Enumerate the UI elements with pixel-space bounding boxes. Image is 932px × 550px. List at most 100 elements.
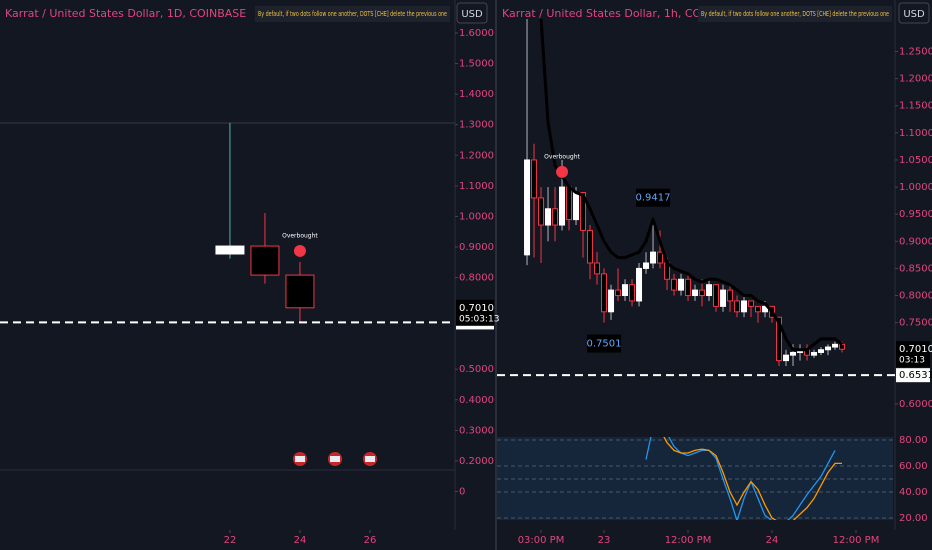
- candle-body: [755, 305, 762, 313]
- candle-body: [215, 245, 245, 255]
- candle-body: [741, 300, 748, 313]
- osc-line: [663, 437, 843, 520]
- event-icons: [293, 452, 377, 466]
- currency-label: USD: [461, 9, 483, 20]
- osc-tick-label: 60.00: [899, 461, 928, 472]
- y-tick-label: 0.3000: [459, 425, 494, 436]
- y-tick-label: 1.6000: [459, 28, 494, 39]
- candle-body: [818, 349, 825, 353]
- candle-body: [601, 273, 608, 313]
- candle-body: [650, 251, 657, 264]
- plot: [215, 122, 315, 322]
- candle-body: [825, 346, 832, 351]
- candle-body: [713, 284, 720, 307]
- y-tick-label: 0.4000: [459, 395, 494, 406]
- signal-dot: [556, 165, 569, 178]
- y-tick-label: 0.7500: [899, 318, 932, 329]
- y-tick-label: 0.9500: [899, 209, 932, 220]
- y-tick-label: 1.1500: [899, 101, 932, 112]
- y-tick-label: 1.0000: [459, 211, 494, 222]
- candle-body: [587, 229, 594, 264]
- candle-body: [580, 191, 587, 231]
- candle-body: [594, 262, 601, 275]
- candle-body: [250, 245, 280, 276]
- oscillator: [645, 437, 843, 520]
- osc-line: [645, 437, 836, 520]
- y-tick-label: 0.9000: [899, 236, 932, 247]
- candle-body: [734, 300, 741, 313]
- candle-body: [643, 262, 650, 269]
- candle-body: [608, 289, 615, 313]
- y-tick-label: 1.1000: [459, 181, 494, 192]
- note-box: [698, 6, 892, 22]
- candle-body: [832, 343, 839, 348]
- chart-title: Karrat / United States Dollar, 1h, COINB…: [502, 7, 742, 20]
- y-tick-label: 0.5000: [459, 364, 494, 375]
- y-tick-label: 0: [459, 486, 465, 497]
- last-price-tag: [456, 299, 494, 326]
- signal-dot: [293, 244, 306, 257]
- y-tick-label: 0.6000: [899, 399, 932, 410]
- indicator-note: By default, if two dots follow one anoth…: [258, 10, 447, 18]
- currency-button: [898, 2, 930, 24]
- candle-body: [545, 208, 552, 226]
- candle-body: [538, 197, 545, 226]
- flag-icon: [365, 456, 375, 462]
- callout-box: [587, 334, 622, 353]
- x-tick-label: 24: [766, 535, 779, 546]
- callout-box: [636, 188, 671, 207]
- plot: [524, 18, 846, 367]
- x-tick-label: 24: [294, 535, 307, 546]
- y-tick-label: 1.4000: [459, 89, 494, 100]
- candle-body: [811, 351, 818, 356]
- x-tick-label: 12:00 PM: [833, 535, 880, 546]
- candle-body: [762, 305, 769, 313]
- candle-body: [685, 278, 692, 297]
- candle-body: [776, 316, 783, 362]
- candle-body: [622, 284, 629, 297]
- candle-body: [727, 289, 734, 302]
- candle-body: [748, 300, 755, 307]
- candle-body: [706, 284, 713, 297]
- candle-body: [629, 284, 636, 302]
- candle-body: [699, 289, 706, 297]
- callout-label: 0.9417: [636, 193, 671, 204]
- x-tick-label: 03:00 PM: [518, 535, 565, 546]
- callout-label: 0.7501: [587, 339, 622, 350]
- y-tick-label: 0.8000: [899, 291, 932, 302]
- candle-body: [531, 159, 538, 199]
- flag-icon: [295, 456, 305, 462]
- y-tick-label: 1.2000: [899, 74, 932, 85]
- countdown: 05:03:13: [459, 314, 499, 324]
- candle-body: [692, 289, 699, 297]
- y-tick-label: 0.8000: [459, 273, 494, 284]
- candle-body: [678, 278, 685, 291]
- level-tag: [896, 368, 930, 383]
- candle-body: [839, 343, 846, 350]
- candle-body: [573, 191, 580, 221]
- flag-icon: [330, 456, 340, 462]
- candle-body: [671, 278, 678, 291]
- y-tick-label: 1.2000: [459, 150, 494, 161]
- last-price-label: 0.7010: [899, 344, 932, 355]
- last-price-label: 0.7010: [459, 303, 494, 314]
- note-box: [255, 6, 450, 22]
- candle-body: [552, 208, 559, 226]
- y-tick-label: 0.8500: [899, 263, 932, 274]
- y-tick-label: 1.3000: [459, 120, 494, 131]
- candle-body: [783, 354, 790, 362]
- countdown: 03:13: [899, 356, 925, 366]
- signal-label: Overbought: [282, 232, 318, 239]
- indicator-note: By default, if two dots follow one anoth…: [701, 10, 889, 18]
- candle-body: [657, 251, 664, 264]
- candle-body: [790, 351, 797, 356]
- x-tick-label: 23: [598, 535, 611, 546]
- y-tick-label: 0.9000: [459, 242, 494, 253]
- candle-body: [559, 186, 566, 226]
- y-tick-label: 1.1000: [899, 128, 932, 139]
- candle-body: [566, 186, 573, 221]
- x-tick-label: 26: [364, 535, 377, 546]
- y-tick-label: 1.0500: [899, 155, 932, 166]
- candle-body: [636, 267, 643, 302]
